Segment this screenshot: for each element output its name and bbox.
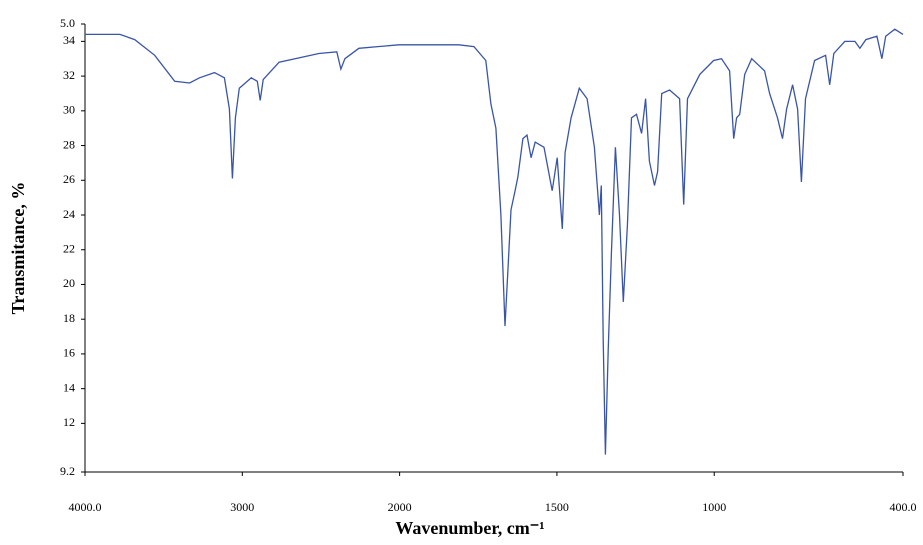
x-tick-label: 1000: [702, 500, 726, 514]
spectrum-line: [85, 28, 904, 455]
x-tick-label: 2000: [388, 500, 412, 514]
y-tick-label: 26: [63, 172, 75, 186]
y-tick-label: 22: [63, 241, 75, 255]
y-tick-label: 32: [63, 68, 75, 82]
x-axis-title: Wavenumber, cm⁻¹: [395, 518, 544, 538]
y-tick-label: 12: [63, 415, 75, 429]
y-tick-label: 18: [63, 311, 75, 325]
x-tick-label: 3000: [230, 500, 254, 514]
x-tick-label: 1500: [545, 500, 569, 514]
x-tick-label: 4000.0: [69, 500, 102, 514]
y-tick-label: 5.0: [60, 16, 75, 30]
y-tick-label: 20: [63, 276, 75, 290]
y-axis-title: Transmitance, %: [8, 182, 28, 315]
y-tick-label: 16: [63, 346, 75, 360]
y-tick-label: 14: [63, 380, 75, 394]
y-tick-label: 24: [63, 207, 75, 221]
y-tick-label: 34: [63, 33, 75, 47]
y-tick-label: 28: [63, 137, 75, 151]
y-tick-label: 30: [63, 103, 75, 117]
x-tick-label: 400.0: [890, 500, 917, 514]
y-tick-label: 9.2: [60, 464, 75, 478]
